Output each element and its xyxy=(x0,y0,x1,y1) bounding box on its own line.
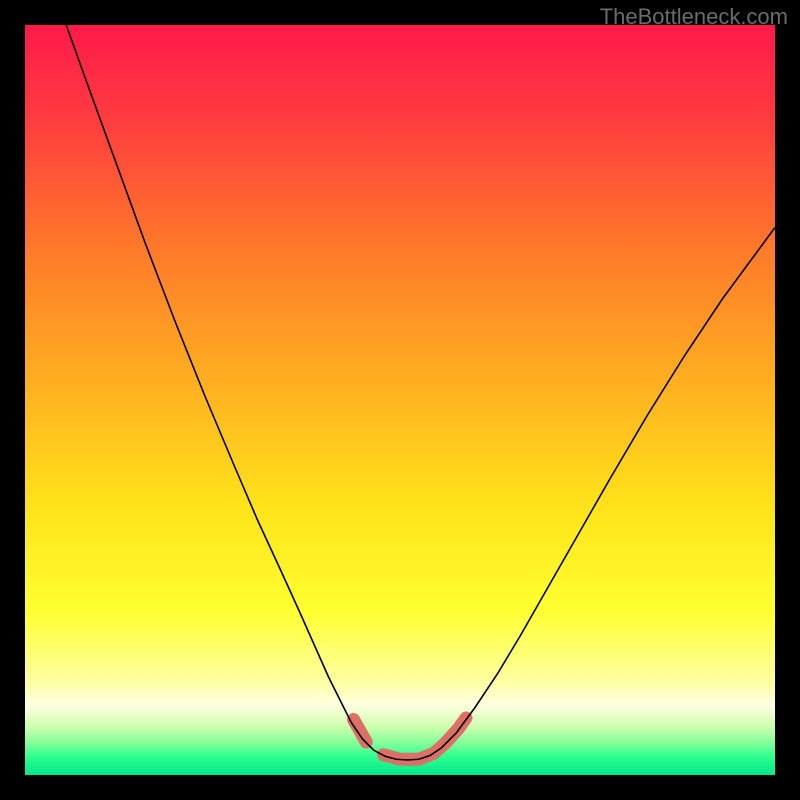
plot-background xyxy=(25,25,775,775)
watermark-text: TheBottleneck.com xyxy=(600,4,788,30)
bottleneck-chart xyxy=(0,0,800,800)
